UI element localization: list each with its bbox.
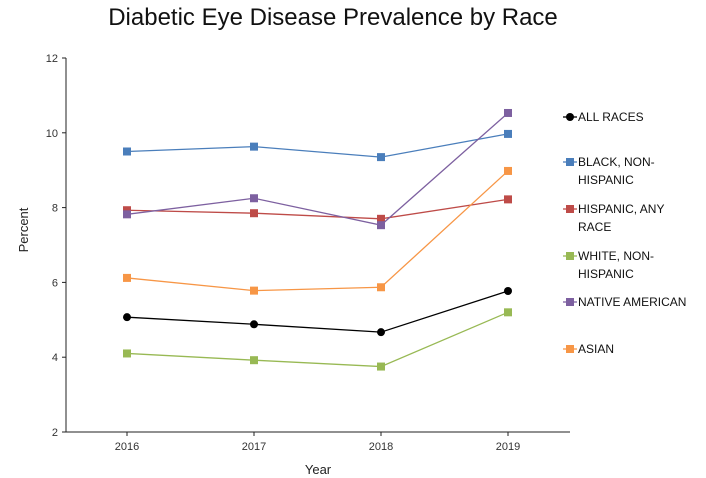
- y-tick-label: 2: [52, 427, 58, 439]
- point-asian: [250, 286, 258, 295]
- axes: [65, 58, 570, 433]
- series-line-hispanic-any-race: [126, 198, 509, 220]
- point-hispanic-any-race: [504, 195, 512, 204]
- y-axis-label: Percent: [16, 207, 31, 252]
- x-tick-label: 2017: [242, 441, 266, 453]
- y-ticks: 2 4 6 8 10 12: [46, 53, 66, 439]
- point-hispanic-any-race: [250, 209, 258, 218]
- y-tick-label: 6: [52, 277, 58, 289]
- legend-marker-native-american: [566, 298, 574, 306]
- point-black-non-hispanic: [504, 129, 512, 138]
- legend-label-white-non-hispanic: HISPANIC: [578, 267, 634, 281]
- point-white-non-hispanic: [250, 356, 258, 365]
- point-black-non-hispanic: [123, 147, 131, 156]
- legend-label-hispanic-any-race: RACE: [578, 220, 611, 234]
- legend-marker-asian: [566, 345, 574, 353]
- legend-label-white-non-hispanic: WHITE, NON-: [578, 249, 654, 263]
- point-black-non-hispanic: [377, 153, 385, 162]
- plot-area: [123, 108, 512, 371]
- legend-marker-white-non-hispanic: [566, 252, 574, 260]
- x-tick-label: 2018: [369, 441, 393, 453]
- point-black-non-hispanic: [250, 142, 258, 151]
- legend: ALL RACES BLACK, NON- HISPANIC HISPANIC, AN…: [563, 110, 686, 356]
- chart-title: Diabetic Eye Disease Prevalence by Race: [108, 4, 558, 31]
- point-native-american: [250, 194, 258, 203]
- y-tick-label: 10: [46, 128, 58, 140]
- point-hispanic-any-race: [377, 214, 385, 223]
- x-axis-label: Year: [305, 462, 332, 477]
- y-tick-label: 4: [52, 352, 58, 364]
- point-asian: [377, 283, 385, 292]
- point-native-american: [377, 221, 385, 230]
- series-line-black-non-hispanic: [126, 133, 509, 158]
- point-native-american: [123, 210, 131, 219]
- series-line-native-american: [126, 112, 509, 226]
- point-all-races: [250, 320, 258, 329]
- point-all-races: [123, 313, 131, 322]
- point-white-non-hispanic: [377, 362, 385, 371]
- x-tick-label: 2016: [115, 441, 139, 453]
- point-asian: [123, 273, 131, 282]
- legend-label-asian: ASIAN: [578, 342, 614, 356]
- legend-label-hispanic-any-race: HISPANIC, ANY: [578, 202, 664, 216]
- point-all-races: [504, 287, 512, 296]
- x-tick-label: 2019: [496, 441, 520, 453]
- legend-marker-hispanic-any-race: [566, 205, 574, 213]
- point-native-american: [504, 108, 512, 117]
- point-all-races: [377, 328, 385, 337]
- series-line-asian: [126, 170, 509, 292]
- point-hispanic-any-race: [123, 206, 131, 215]
- series-line-white-non-hispanic: [126, 311, 509, 368]
- legend-marker-black-non-hispanic: [566, 158, 574, 166]
- legend-label-all-races: ALL RACES: [578, 110, 644, 124]
- series-line-all-races: [126, 290, 509, 333]
- point-white-non-hispanic: [123, 349, 131, 358]
- legend-marker-all-races: [566, 113, 574, 121]
- legend-label-native-american: NATIVE AMERICAN: [578, 295, 686, 309]
- point-asian: [504, 166, 512, 175]
- point-white-non-hispanic: [504, 308, 512, 317]
- legend-label-black-non-hispanic: HISPANIC: [578, 173, 634, 187]
- y-tick-label: 8: [52, 203, 58, 215]
- legend-label-black-non-hispanic: BLACK, NON-: [578, 155, 655, 169]
- y-tick-label: 12: [46, 53, 58, 65]
- x-ticks: 2016 2017 2018 2019: [115, 432, 520, 453]
